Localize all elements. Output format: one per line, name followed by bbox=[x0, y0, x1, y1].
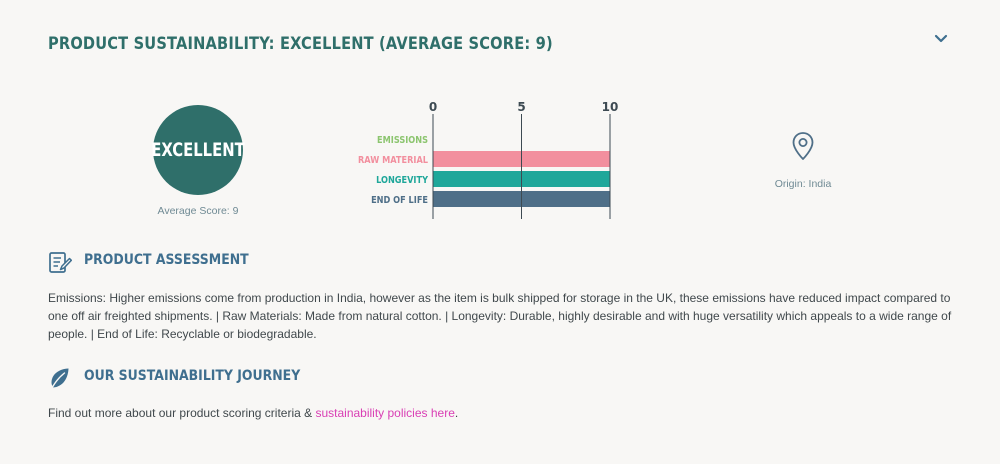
sustainability-policies-link[interactable]: sustainability policies here bbox=[315, 406, 455, 420]
sustainability-journey-title: OUR SUSTAINABILITY JOURNEY bbox=[84, 368, 301, 384]
leaf-icon bbox=[51, 368, 69, 388]
chart-category-label: END OF LIFE bbox=[371, 195, 428, 206]
map-pin-icon bbox=[792, 132, 814, 160]
journey-text-suffix: . bbox=[454, 406, 459, 420]
product-assessment-title: PRODUCT ASSESSMENT bbox=[84, 252, 249, 268]
average-score-label: Average Score: 9 bbox=[157, 205, 239, 217]
chart-category-label: LONGEVITY bbox=[376, 175, 428, 186]
sustainability-bar-chart: EMISSIONS RAW MATERIAL LONGEVITY END OF LIF… bbox=[358, 100, 619, 219]
origin-label: Origin: India bbox=[774, 178, 832, 190]
chart-tick-label: 10 bbox=[602, 100, 619, 114]
chart-tick-label: 0 bbox=[429, 100, 437, 114]
document-edit-icon bbox=[49, 252, 72, 273]
product-assessment-text: Emissions: Higher emissions come from pr… bbox=[48, 291, 952, 341]
chart-category-label: RAW MATERIAL bbox=[358, 155, 428, 166]
score-badge-label: EXCELLENT bbox=[151, 139, 245, 161]
chart-tick-label: 5 bbox=[517, 100, 525, 114]
chart-category-label: EMISSIONS bbox=[377, 135, 428, 146]
score-badge: EXCELLENT bbox=[151, 105, 245, 195]
sustainability-journey-text: Find out more about our product scoring … bbox=[48, 404, 948, 422]
sustainability-header-title: PRODUCT SUSTAINABILITY: EXCELLENT (AVERA… bbox=[48, 34, 553, 54]
journey-text-prefix: Find out more about our product scoring … bbox=[48, 406, 316, 420]
chevron-down-icon[interactable] bbox=[932, 30, 950, 48]
